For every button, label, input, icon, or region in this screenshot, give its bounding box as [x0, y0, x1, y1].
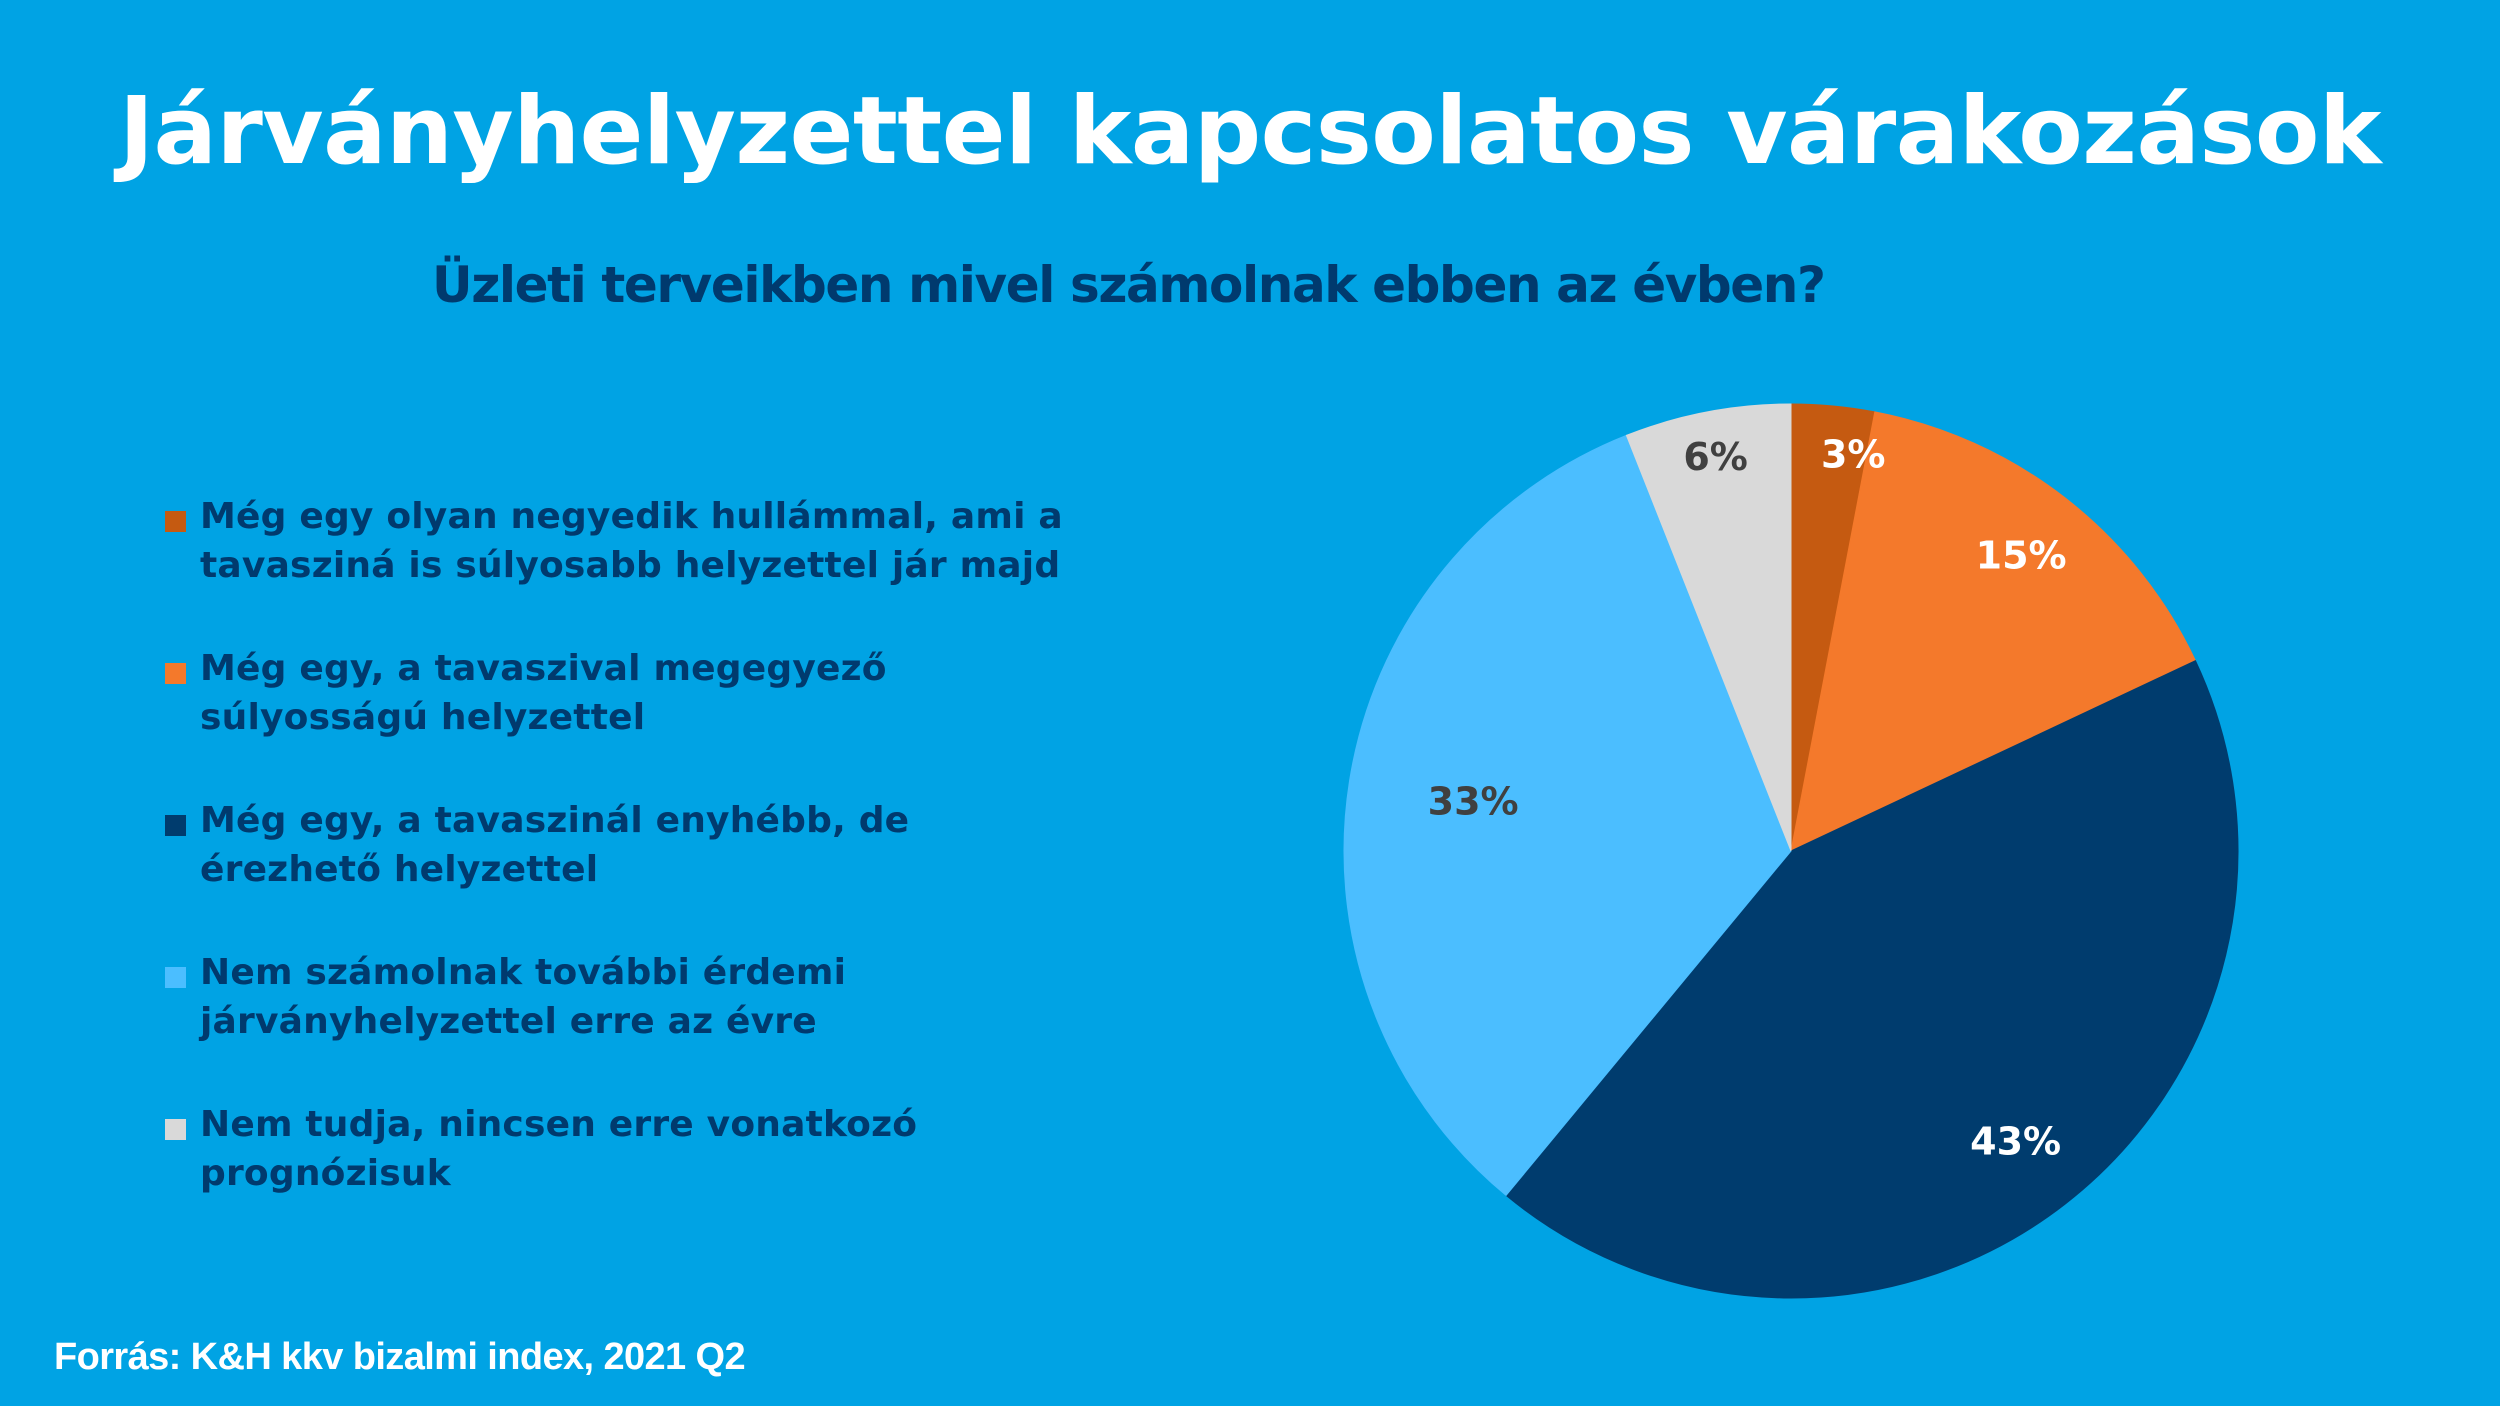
data-label-33pct: 33% — [1428, 780, 1519, 824]
source-note: Forrás: K&H kkv bizalmi index, 2021 Q2 — [54, 1336, 746, 1378]
legend-label: Még egy olyan negyedik hullámmal, ami a … — [200, 492, 1063, 590]
legend-label-line: tavasziná is súlyosabb helyzettel jár ma… — [200, 545, 1061, 586]
pie-slice-dont-know — [1625, 403, 1792, 852]
legend-label: Még egy, a tavaszinál enyhébb, de érezhe… — [200, 796, 909, 894]
legend-label-line: járványhelyzettel erre az évre — [200, 1001, 817, 1042]
pie-data-labels: 3% 15% 43% 33% 6% — [1428, 433, 2067, 1164]
legend-label-line: súlyosságú helyzettel — [200, 697, 646, 738]
legend-item: Még egy olyan negyedik hullámmal, ami a … — [165, 492, 1265, 644]
legend-marker — [165, 663, 186, 684]
legend-label-line: prognózisuk — [200, 1153, 451, 1194]
legend-item: Nem számolnak további érdemi járványhely… — [165, 948, 1265, 1100]
legend-label: Nem számolnak további érdemi járványhely… — [200, 948, 846, 1046]
chart-subtitle: Üzleti terveikben mivel számolnak ebben … — [432, 256, 1826, 314]
legend-label: Még egy, a tavaszival megegyező súlyossá… — [200, 644, 887, 742]
legend-label-line: Még egy, a tavaszival megegyező — [200, 648, 887, 689]
legend-label-line: Nem számolnak további érdemi — [200, 952, 847, 993]
pie-slice-same-severity — [1790, 411, 2197, 852]
legend-marker — [165, 1119, 186, 1140]
legend-item: Nem tudja, nincsen erre vonatkozó prognó… — [165, 1100, 1265, 1252]
legend-item: Még egy, a tavaszival megegyező súlyossá… — [165, 644, 1265, 796]
chart-legend: Még egy olyan negyedik hullámmal, ami a … — [165, 492, 1265, 1252]
data-label-3pct: 3% — [1821, 433, 1886, 477]
legend-label-line: Még egy, a tavaszinál enyhébb, de — [200, 800, 910, 841]
data-label-6pct: 6% — [1683, 435, 1748, 479]
legend-label: Nem tudja, nincsen erre vonatkozó prognó… — [200, 1100, 917, 1198]
data-label-43pct: 43% — [1970, 1120, 2061, 1164]
legend-marker — [165, 967, 186, 988]
pie-slices — [1343, 403, 2239, 1299]
legend-item: Még egy, a tavaszinál enyhébb, de érezhe… — [165, 796, 1265, 948]
pie-slice-milder — [1505, 660, 2239, 1299]
legend-label-line: Még egy olyan negyedik hullámmal, ami a — [200, 496, 1063, 537]
legend-label-line: Nem tudja, nincsen erre vonatkozó — [200, 1104, 918, 1145]
pie-slice-no-further — [1343, 434, 1792, 1197]
legend-label-line: érezhető helyzettel — [200, 849, 599, 890]
legend-marker — [165, 815, 186, 836]
legend-marker — [165, 511, 186, 532]
page-title: Járványhelyzettel kapcsolatos várakozáso… — [119, 77, 2381, 186]
data-label-15pct: 15% — [1976, 533, 2067, 577]
